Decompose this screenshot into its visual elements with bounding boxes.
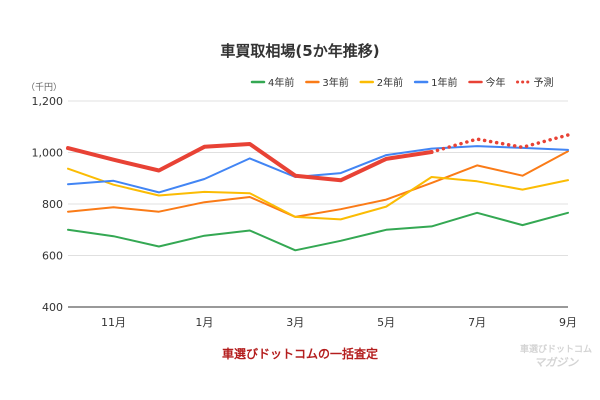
legend-item: 予測 <box>516 76 554 89</box>
legend-item: 3年前 <box>305 76 349 89</box>
legend-label: 3年前 <box>322 76 348 89</box>
y-unit-label: （千円） <box>26 82 62 93</box>
series-line-3 <box>67 145 569 194</box>
legend-label: 4年前 <box>268 76 294 89</box>
legend-label: 1年前 <box>431 76 457 89</box>
series-line-1 <box>67 150 569 218</box>
y-tick-label: 600 <box>42 250 63 263</box>
legend-label: 予測 <box>534 76 554 89</box>
y-tick-label: 800 <box>42 198 63 211</box>
x-tick-label: 1月 <box>195 316 213 329</box>
y-axis: 400 600 800 1,000 1,200 <box>32 95 64 314</box>
legend-item: 1年前 <box>413 76 458 89</box>
y-tick-label: 1,200 <box>32 95 64 108</box>
watermark-logo: 車選びドットコム マガジン <box>520 343 592 369</box>
gridlines <box>68 100 568 308</box>
x-tick-label: 5月 <box>377 316 395 329</box>
legend-item: 4年前 <box>250 76 294 89</box>
series-line-2 <box>67 167 569 221</box>
watermark-line-1: 車選びドットコム <box>520 343 592 355</box>
x-tick-label: 7月 <box>468 316 486 329</box>
x-axis: 11月 1月 3月 5月 7月 9月 <box>101 316 577 329</box>
chart-title: 車買取相場(5か年推移) <box>220 42 379 60</box>
x-tick-label: 9月 <box>559 316 577 329</box>
legend-label: 今年 <box>486 76 506 89</box>
series-line-5 <box>429 133 570 154</box>
y-tick-label: 400 <box>42 301 63 314</box>
legend: 4年前 3年前 2年前 1年前 今年 予測 <box>250 76 554 89</box>
series-line-0 <box>67 211 569 252</box>
x-tick-label: 3月 <box>286 316 304 329</box>
series-line-4 <box>66 142 434 183</box>
watermark-line-2: マガジン <box>534 356 579 369</box>
legend-item: 今年 <box>468 76 506 89</box>
credit-text: 車選びドットコムの一括査定 <box>222 346 378 361</box>
x-tick-label: 11月 <box>101 316 126 329</box>
legend-item: 2年前 <box>359 76 403 89</box>
y-tick-label: 1,000 <box>32 147 64 160</box>
legend-label: 2年前 <box>377 76 403 89</box>
series-layer <box>66 133 570 252</box>
